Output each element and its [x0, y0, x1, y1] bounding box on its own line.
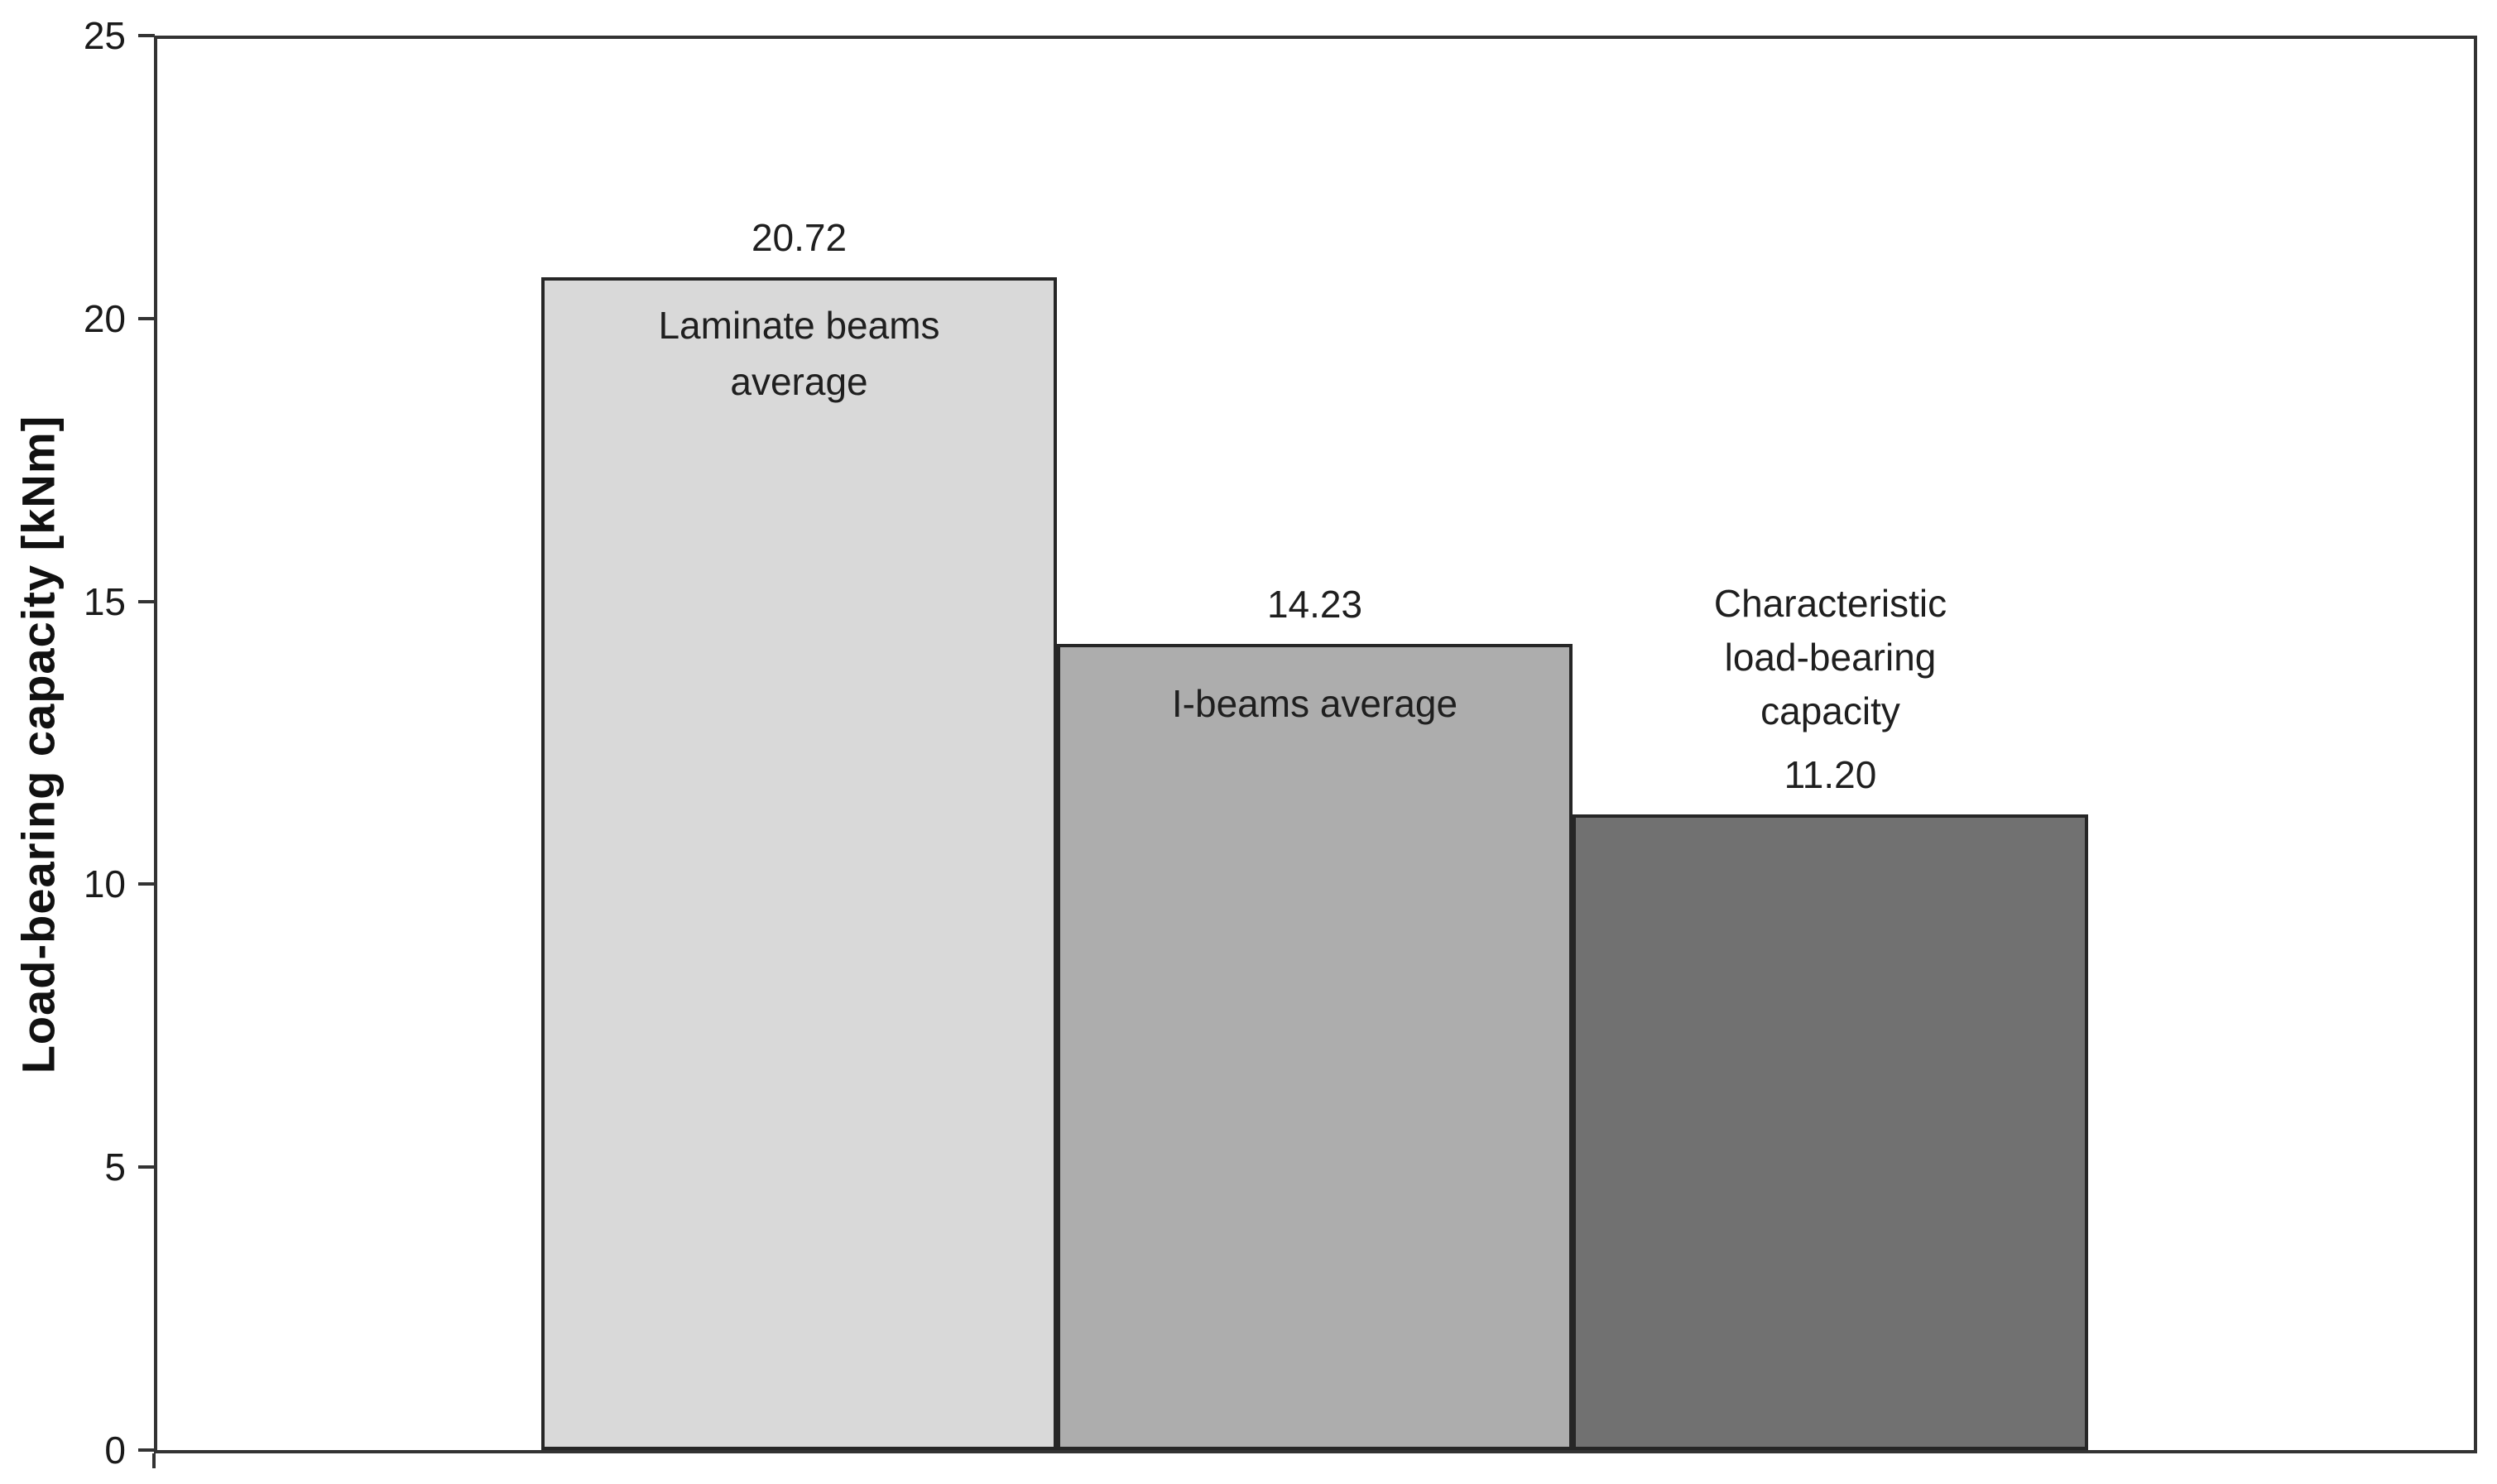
- value-label-laminate-beams-average: 20.72: [751, 216, 848, 259]
- category-label-laminate-beams-average-line-0: Laminate beams: [658, 304, 940, 347]
- y-tick-20: [138, 317, 155, 320]
- plot-area: Laminate beams average I-beams average: [154, 36, 2477, 1453]
- labels-above-characteristic-load-bearing-capacity: Characteristic load-bearing capacity 11.20: [1500, 577, 2162, 798]
- y-tick-label-15: 15: [83, 580, 126, 623]
- y-tick-label-25: 25: [83, 14, 126, 57]
- labels-above-laminate-beams-average: 20.72: [468, 214, 1131, 261]
- y-tick-label-0: 0: [104, 1429, 126, 1472]
- y-tick-0: [138, 1448, 155, 1452]
- y-tick-label-5: 5: [104, 1145, 126, 1189]
- value-label-i-beams-average: 14.23: [1266, 583, 1363, 626]
- category-label-laminate-beams-average-line-1: average: [730, 360, 868, 403]
- y-tick-label-20: 20: [83, 297, 126, 340]
- category-label-laminate-beams-average: Laminate beams average: [545, 281, 1054, 410]
- category-label-characteristic-load-bearing-capacity-line-0: Characteristic: [1713, 582, 1947, 625]
- y-tick-5: [138, 1165, 155, 1169]
- value-label-characteristic-load-bearing-capacity: 11.20: [1784, 753, 1877, 796]
- y-tick-label-10: 10: [83, 862, 126, 905]
- bar-laminate-beams-average: Laminate beams average: [541, 277, 1057, 1450]
- x-axis-origin-stub: [152, 1453, 156, 1468]
- bar-i-beams-average: I-beams average: [1057, 644, 1573, 1450]
- y-tick-15: [138, 600, 155, 603]
- y-axis-title: Load-bearing capacity [kNm]: [0, 36, 76, 1453]
- category-label-i-beams-average: I-beams average: [1060, 647, 1569, 732]
- labels-above-i-beams-average: 14.23: [984, 581, 1646, 627]
- y-tick-25: [138, 34, 155, 37]
- y-tick-10: [138, 882, 155, 886]
- bar-characteristic-load-bearing-capacity: [1573, 814, 2088, 1450]
- category-label-characteristic-load-bearing-capacity-line-1: load-bearing: [1724, 636, 1937, 679]
- category-label-characteristic-load-bearing-capacity-line-2: capacity: [1760, 689, 1900, 732]
- category-label-i-beams-average-line-0: I-beams average: [1171, 682, 1458, 725]
- y-axis-title-text: Load-bearing capacity [kNm]: [12, 415, 65, 1074]
